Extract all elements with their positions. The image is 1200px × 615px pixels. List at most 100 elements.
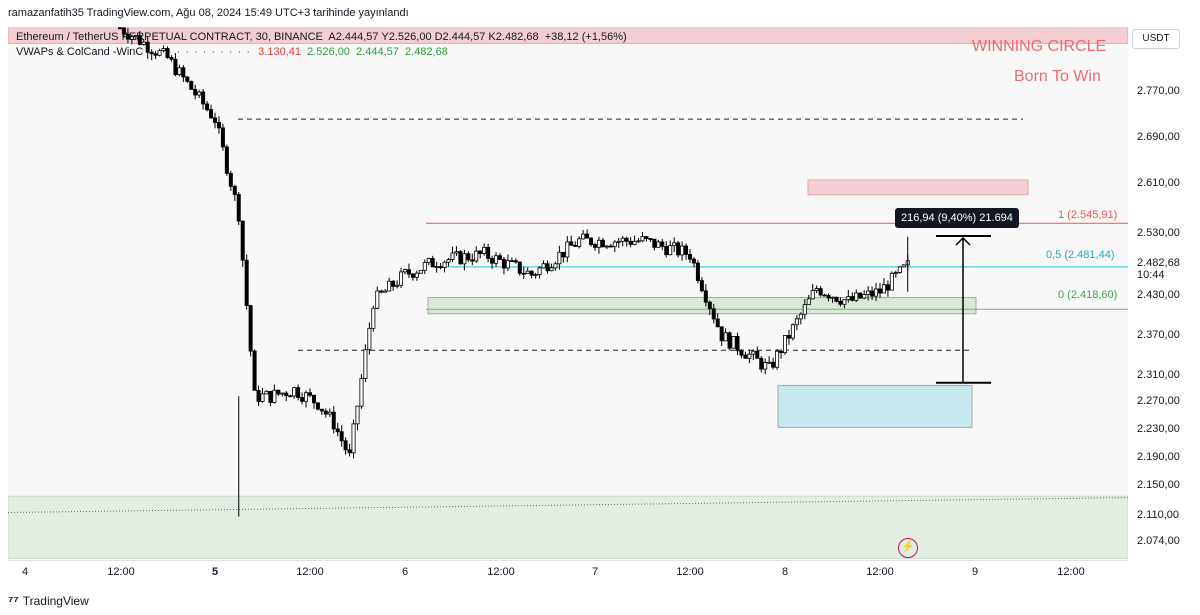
candle-body [118,27,123,30]
candle-body [596,239,601,248]
symbol-legend[interactable]: Ethereum / TetherUS PERPETUAL CONTRACT, … [16,31,627,43]
candle-body [248,305,253,352]
candle-body [648,238,653,240]
indicator-name: VWAPs & ColCand -WinC [16,46,144,58]
candle-body [684,245,689,255]
candle-body [494,255,499,264]
currency-button[interactable]: USDT [1132,29,1180,49]
candle-body [276,389,281,395]
candle-body [711,308,716,320]
current-price-label: 2.482,68 10:44 [1128,257,1200,281]
candle-body [264,390,269,395]
candle-body [339,431,344,442]
current-price: 2.482,68 [1137,257,1180,269]
price-tick: 2.770,00 [1137,85,1180,97]
time-tick: 12:00 [487,566,515,578]
candle-body [256,389,261,402]
candle-body [723,332,728,342]
candle-body [375,290,380,309]
alert-bolt-icon[interactable]: ⚡ [898,538,918,558]
candle-body [561,251,566,258]
zone-box [777,384,973,428]
time-tick: 12:00 [866,566,894,578]
candle-body [759,357,764,370]
candle-body [767,361,772,364]
candle-body [149,51,154,55]
footer-brand: ⁷⁷ TradingView [8,593,89,608]
candle-body [125,33,130,40]
candle-body [288,395,293,398]
candle-body [783,335,788,354]
candle-body [315,402,320,410]
candle-body [300,397,305,402]
time-tick: 12:00 [296,566,324,578]
candle-body [319,408,324,412]
indicator-value-red: 3.130,41 [258,46,301,58]
price-tick: 2.150,00 [1137,479,1180,491]
price-tick: 2.530,00 [1137,227,1180,239]
candle-body [830,296,835,299]
candle-body [719,326,724,342]
candle-body [173,58,178,76]
fib-level-05-label: 0,5 (2.481,44) [1046,249,1115,261]
candle-body [252,350,257,391]
candle-body [751,350,756,355]
chart-area[interactable] [8,27,1129,560]
candle-body [327,411,332,415]
candle-body [802,304,807,315]
time-axis[interactable] [8,560,1128,585]
candle-body [513,260,518,263]
candle-body [367,327,372,351]
candle-body [474,250,479,262]
fib-level-1-label: 1 (2.545,91) [1058,209,1118,221]
candle-body [363,349,368,379]
candle-body [153,53,158,56]
candle-body [509,260,514,263]
candle-body [335,428,340,433]
candle-body [850,296,855,301]
candle-body [521,272,526,275]
indicator-legend[interactable]: VWAPs & ColCand -WinC · · · · · · · · · … [16,46,448,58]
time-tick: 8 [781,566,789,578]
time-tick: 9 [971,566,979,578]
candle-body [794,318,799,326]
candle-body [470,259,475,262]
watermark-title: WINNING CIRCLE [972,38,1107,55]
candle-body [482,247,487,254]
candle-body [834,296,839,302]
candle-body [410,273,415,278]
zone-box [807,179,1029,196]
candle-body [699,280,704,292]
candle-body [779,350,784,354]
candle-body [121,27,126,35]
candle-body [660,241,665,247]
ohlc-values: A2.444,57 Y2.526,00 D2.444,57 K2.482,68 [328,31,539,43]
candle-body [387,280,392,292]
candle-body [284,392,289,397]
candle-body [307,392,312,396]
candle-body [533,274,538,276]
candle-body [430,258,435,268]
candle-body [608,245,613,248]
candle-body [703,290,708,303]
candle-body [193,88,198,96]
price-tick: 2.190,00 [1137,451,1180,463]
candle-body [280,392,285,395]
price-axis[interactable] [1128,27,1200,560]
price-tick: 2.110,00 [1137,509,1180,521]
time-tick: 12:00 [107,566,135,578]
candle-body [422,262,427,271]
candle-body [727,332,732,349]
candle-body [652,238,657,248]
candle-body [129,36,134,40]
price-chart[interactable] [8,27,1128,560]
candle-body [743,354,748,359]
tradingview-logo-icon: ⁷⁷ [8,593,19,608]
candle-body [133,35,138,38]
candle-body [632,240,637,245]
candle-body [893,272,898,274]
candle-body [438,266,443,268]
candle-body [236,194,241,222]
candle-body [189,80,194,90]
candle-body [846,296,851,301]
